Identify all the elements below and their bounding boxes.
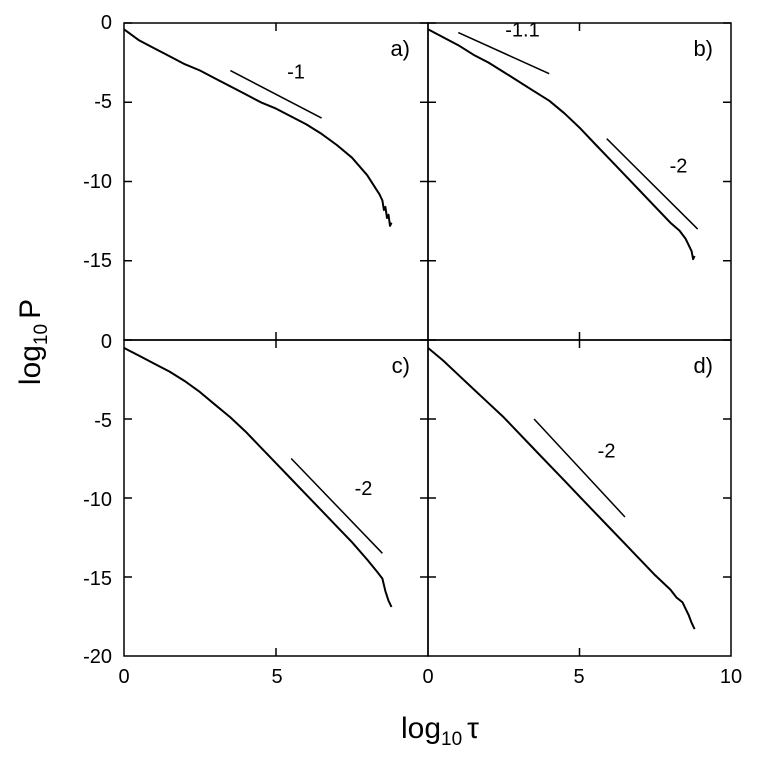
panel-frame [123,22,429,341]
data-series-line [123,347,393,608]
panel-frame [427,22,732,341]
y-tick-label: -5 [94,410,112,432]
x-tick-label: 10 [720,666,742,688]
data-series-line [427,347,696,630]
y-tick-label: -5 [94,91,112,113]
x-tick-label: 5 [573,666,584,688]
panel-b: -1.1 -2 b) [427,19,732,341]
panel-d: -2 d) [427,339,732,657]
slope-reference-line [290,457,383,554]
y-axis-title: log10P [14,299,52,385]
panel-c: -2 c) [123,339,429,657]
slope-reference-line [533,418,626,518]
x-tick-label: 0 [118,666,129,688]
panels-layer: -1 a) -1.1 -2 b) -2 c) -2 d) [123,19,732,657]
x-tick-labels: 0 5 0 5 10 [118,666,742,688]
y-tick-label: 0 [101,12,112,34]
slope-reference-line [457,31,550,75]
panel-frame [123,339,429,657]
y-tick-label: -20 [83,646,112,668]
data-series-line [427,28,696,261]
y-tick-label: -10 [83,171,112,193]
slope-label: -1 [287,61,305,83]
panel-a: -1 a) [123,22,429,341]
slope-label: -2 [598,440,616,462]
data-series-line [123,28,393,227]
panel-label: b) [693,36,713,61]
slope-label: -2 [670,155,688,177]
y-tick-labels-bottom: 0 -5 -10 -15 -20 [83,331,112,668]
panel-label: a) [390,36,410,61]
y-tick-label: -15 [83,568,112,590]
y-tick-label: 0 [101,331,112,353]
y-tick-label: -15 [83,250,112,272]
slope-label: -1.1 [505,19,539,41]
panel-label: c) [392,353,410,378]
slope-reference-line [606,138,699,230]
y-tick-label: -10 [83,489,112,511]
slope-label: -2 [355,478,373,500]
y-tick-labels-top: 0 -5 -10 -15 [83,12,112,272]
x-axis-title: log10 τ [401,712,479,750]
panel-label: d) [693,353,713,378]
x-tick-label: 0 [422,666,433,688]
x-tick-label: 5 [271,666,282,688]
slope-reference-line [230,69,322,119]
